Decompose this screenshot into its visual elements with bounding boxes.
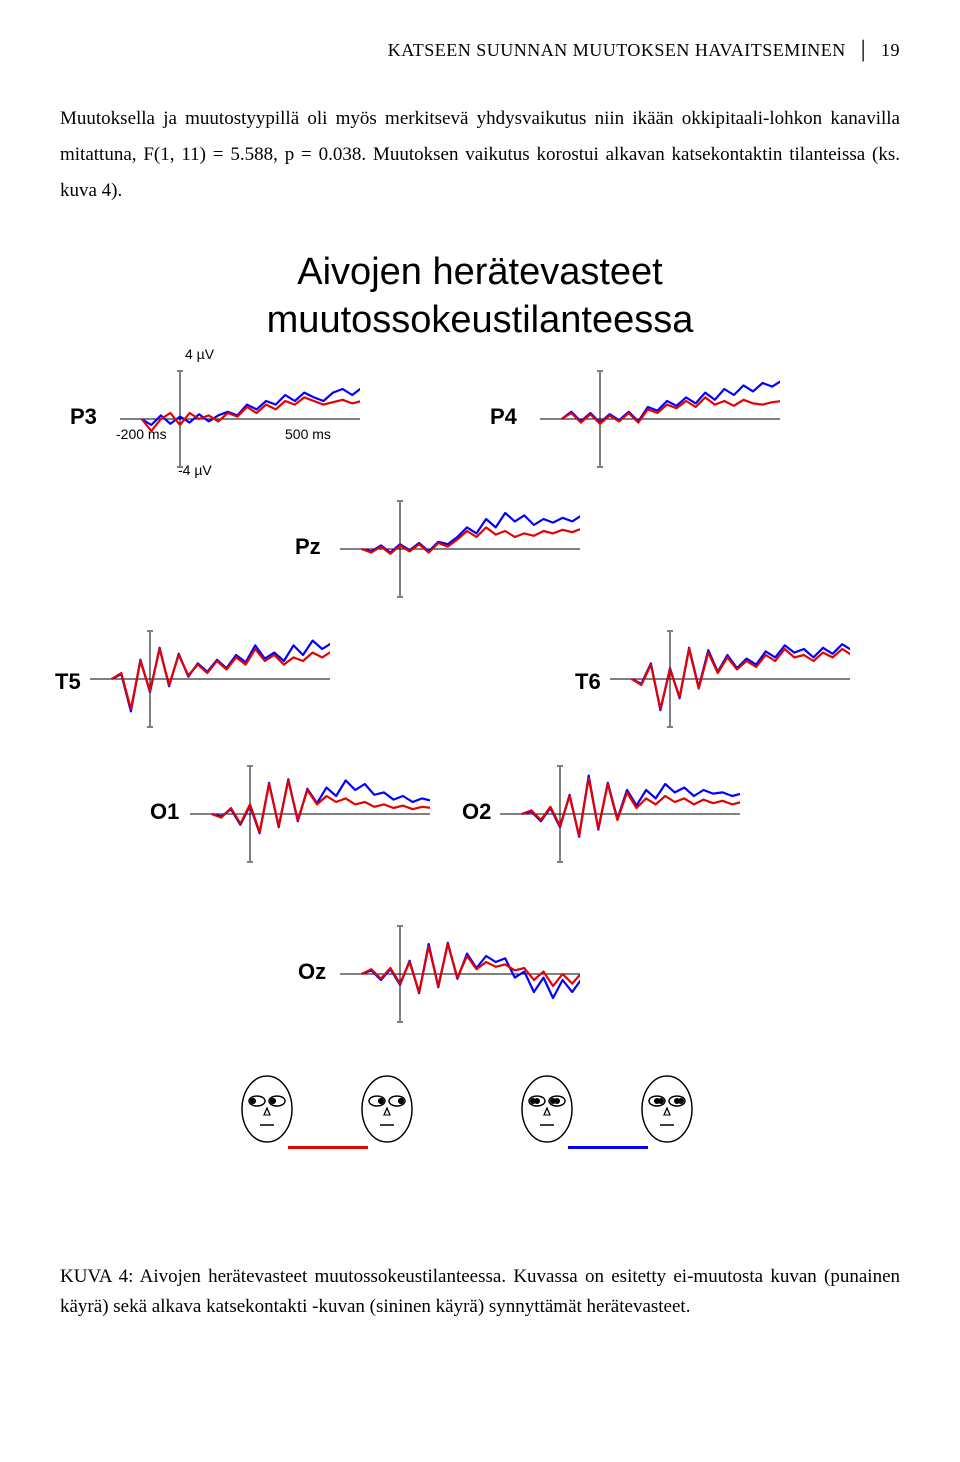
panel-label-p4: P4	[490, 404, 517, 430]
figure-title-line2: muutossokeustilanteessa	[267, 299, 694, 341]
erp-panel-grid: 4 µV -4 µV -200 ms 500 ms P3 P4 Pz T5	[70, 364, 890, 1064]
axis-label-ytop: 4 µV	[185, 346, 214, 362]
erp-panel-o2	[500, 759, 740, 869]
erp-panel-t6	[610, 624, 850, 734]
figure-caption: KUVA 4: Aivojen herätevasteet muutossoke…	[60, 1262, 900, 1321]
legend-face-group	[500, 1074, 740, 1234]
legend-line	[288, 1146, 368, 1149]
erp-panel-oz	[340, 919, 580, 1029]
erp-panel-o1	[190, 759, 430, 869]
panel-label-o2: O2	[462, 799, 491, 825]
panel-label-oz: Oz	[298, 959, 326, 985]
panel-label-pz: Pz	[295, 534, 321, 560]
panel-label-o1: O1	[150, 799, 179, 825]
legend-face-group	[220, 1074, 460, 1234]
running-head-page: 19	[881, 40, 900, 60]
erp-panel-pz	[340, 494, 580, 604]
erp-panel-t5	[90, 624, 330, 734]
panel-label-t6: T6	[575, 669, 601, 695]
running-head-divider: │	[857, 40, 870, 60]
running-head-title: KATSEEN SUUNNAN MUUTOKSEN HAVAITSEMINEN	[388, 40, 846, 60]
legend-line	[568, 1146, 648, 1149]
panel-label-t5: T5	[55, 669, 81, 695]
panel-label-p3: P3	[70, 404, 97, 430]
running-head: KATSEEN SUUNNAN MUUTOKSEN HAVAITSEMINEN …	[60, 40, 900, 61]
legend-row	[70, 1074, 890, 1234]
erp-panel-p4	[540, 364, 780, 474]
body-paragraph: Muutoksella ja muutostyypillä oli myös m…	[60, 101, 900, 209]
figure-title-line1: Aivojen herätevasteet	[297, 251, 662, 293]
erp-panel-p3	[120, 364, 360, 474]
figure-title: Aivojen herätevasteet muutossokeustilant…	[60, 249, 900, 344]
